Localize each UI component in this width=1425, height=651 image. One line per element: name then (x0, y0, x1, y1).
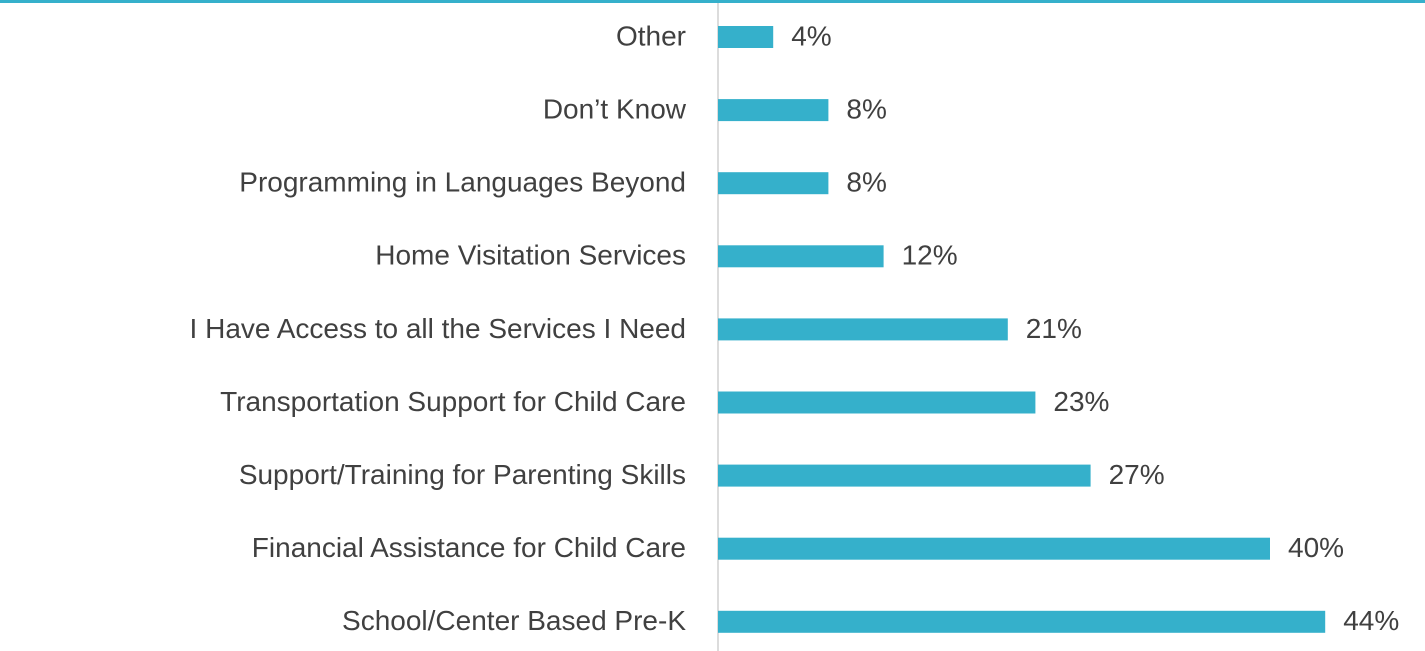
bar (718, 99, 829, 122)
value-label: 23% (1053, 386, 1109, 417)
bar (718, 464, 1091, 487)
category-label: Financial Assistance for Child Care (252, 532, 686, 563)
value-label: 8% (846, 167, 886, 198)
category-label: Other (616, 20, 686, 51)
category-label: Don’t Know (543, 93, 687, 124)
bar (718, 245, 884, 268)
category-label: Programming in Languages Beyond (239, 167, 686, 198)
value-label: 40% (1288, 532, 1344, 563)
category-label: Support/Training for Parenting Skills (239, 459, 686, 490)
value-label: 8% (846, 93, 886, 124)
top-border (0, 0, 1425, 3)
category-label: I Have Access to all the Services I Need (190, 313, 686, 344)
bar (718, 537, 1270, 560)
bar (718, 172, 829, 195)
category-label: Transportation Support for Child Care (220, 386, 686, 417)
value-label: 21% (1026, 313, 1082, 344)
value-label: 27% (1109, 459, 1165, 490)
category-label: School/Center Based Pre-K (342, 605, 686, 636)
bar (718, 391, 1036, 414)
value-label: 4% (791, 20, 831, 51)
value-label: 12% (902, 240, 958, 271)
bar (718, 318, 1008, 341)
category-label: Home Visitation Services (375, 240, 686, 271)
bar (718, 26, 774, 48)
value-label: 44% (1343, 605, 1399, 636)
bar (718, 610, 1326, 633)
